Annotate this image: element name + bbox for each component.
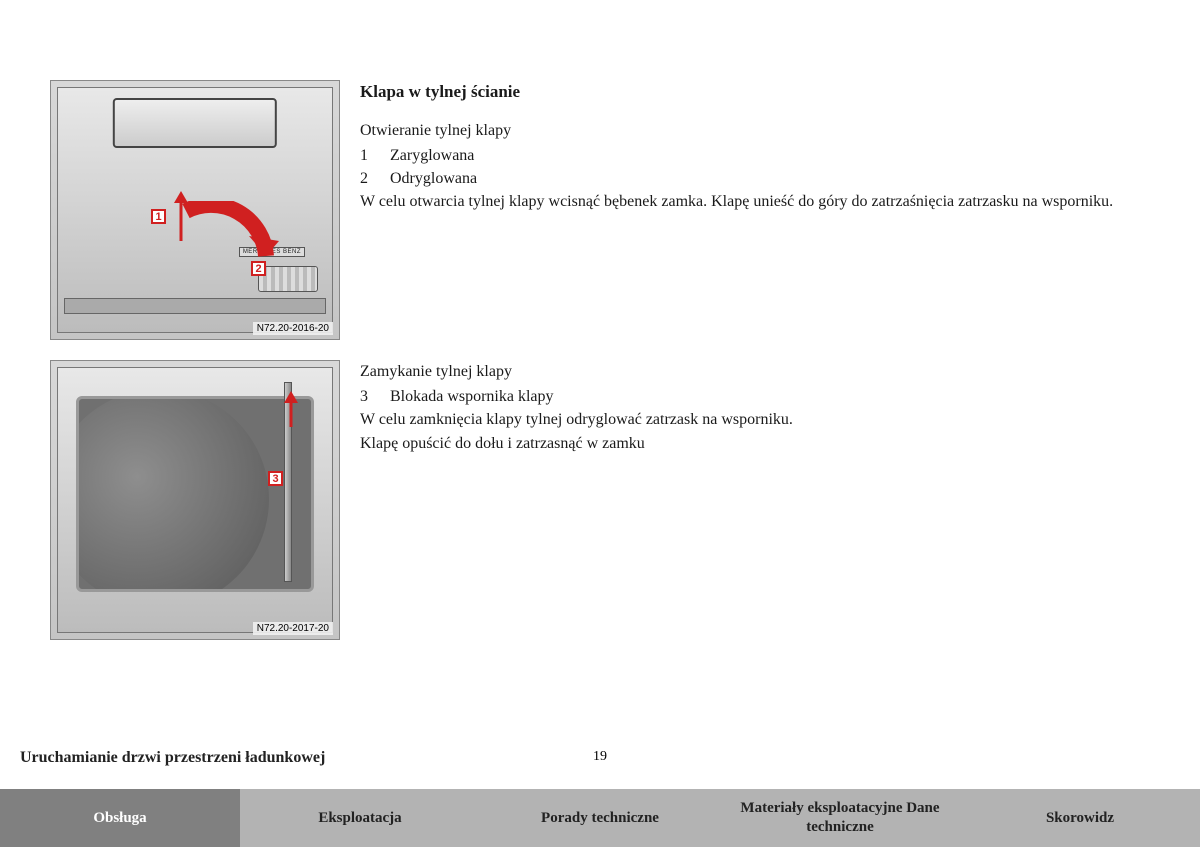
- list-item: 3 Blokada wspornika klapy: [360, 385, 1150, 408]
- callout-1: 1: [151, 209, 166, 224]
- section1-heading: Klapa w tylnej ścianie: [360, 80, 1150, 105]
- section-close-tailgate: 3 N72.20-2017-20 Zamykanie tylnej klapy …: [50, 360, 1150, 640]
- up-arrow-icon: [169, 191, 199, 251]
- figure-1-caption: N72.20-2016-20: [253, 322, 333, 335]
- list-item: 1 Zaryglowana: [360, 144, 1150, 167]
- section1-description: W celu otwarcia tylnej klapy wcisnąć bęb…: [360, 190, 1150, 213]
- open-steps-list: 1 Zaryglowana 2 Odryglowana: [360, 144, 1150, 190]
- step-label: Zaryglowana: [390, 144, 474, 167]
- step-number: 1: [360, 144, 390, 167]
- list-item: 2 Odryglowana: [360, 167, 1150, 190]
- step-number: 2: [360, 167, 390, 190]
- section1-subheading: Otwieranie tylnej klapy: [360, 119, 1150, 142]
- section2-text: Zamykanie tylnej klapy 3 Blokada wsporni…: [360, 360, 1150, 455]
- bottom-nav-tabs: Obsługa Eksploatacja Porady techniczne M…: [0, 789, 1200, 847]
- section2-description-1: W celu zamknięcia klapy tylnej odryglowa…: [360, 408, 1150, 431]
- step-label: Blokada wspornika klapy: [390, 385, 554, 408]
- page-number: 19: [593, 749, 607, 765]
- figure-2: 3 N72.20-2017-20: [50, 360, 340, 640]
- bumper: [64, 298, 326, 314]
- tab-skorowidz[interactable]: Skorowidz: [960, 789, 1200, 847]
- up-arrow-small-icon: [279, 391, 303, 431]
- spare-tire: [76, 396, 269, 592]
- section1-text: Klapa w tylnej ścianie Otwieranie tylnej…: [360, 80, 1150, 213]
- section-open-tailgate: MERCEDES BENZ 1 2 N72.20-2016-20 Klapa w…: [50, 80, 1150, 340]
- tab-porady[interactable]: Porady techniczne: [480, 789, 720, 847]
- tab-obsluga[interactable]: Obsługa: [0, 789, 240, 847]
- tab-materialy[interactable]: Materiały eksploatacyjne Dane techniczne: [720, 789, 960, 847]
- tab-eksploatacja[interactable]: Eksploatacja: [240, 789, 480, 847]
- section2-description-2: Klapę opuścić do dołu i zatrzasnąć w zam…: [360, 432, 1150, 455]
- manual-page: MERCEDES BENZ 1 2 N72.20-2016-20 Klapa w…: [0, 0, 1200, 640]
- figure-1: MERCEDES BENZ 1 2 N72.20-2016-20: [50, 80, 340, 340]
- close-steps-list: 3 Blokada wspornika klapy: [360, 385, 1150, 408]
- step-label: Odryglowana: [390, 167, 477, 190]
- callout-3: 3: [268, 471, 283, 486]
- footer-section-title: Uruchamianie drzwi przestrzeni ładunkowe…: [20, 749, 325, 767]
- section2-subheading: Zamykanie tylnej klapy: [360, 360, 1150, 383]
- rear-window: [113, 98, 277, 148]
- figure-2-caption: N72.20-2017-20: [253, 622, 333, 635]
- step-number: 3: [360, 385, 390, 408]
- callout-2: 2: [251, 261, 266, 276]
